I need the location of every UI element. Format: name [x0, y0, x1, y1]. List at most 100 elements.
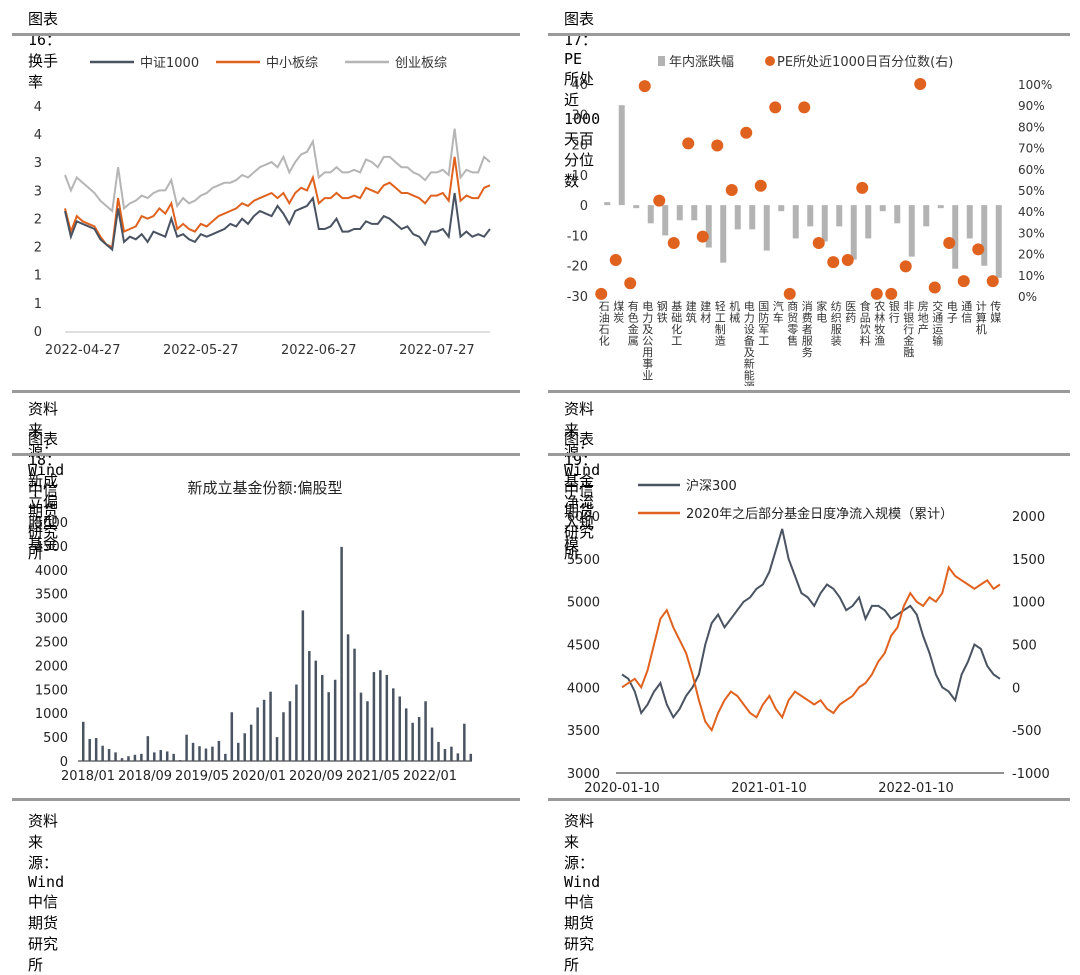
dot-轻工制造 — [711, 139, 724, 152]
bar — [159, 750, 163, 761]
y-right-tick: 40% — [1018, 205, 1045, 219]
pe-percentile-chart: 40 30 20 10 0 -10 -20 -30 100% 90% 80% 70% 60% 50% 40%… — [567, 54, 1053, 386]
bar-电子 — [952, 205, 959, 269]
y-left-tick: 3500 — [567, 724, 600, 739]
y-tick-label: 2000 — [35, 659, 68, 674]
x-tick-label: 2020/09 — [289, 769, 343, 784]
dot-煤炭 — [609, 253, 622, 266]
bar — [469, 753, 473, 761]
y-right-tick: 1500 — [1012, 553, 1045, 568]
bar — [249, 724, 253, 761]
y-tick-label: 4 — [34, 128, 42, 143]
x-category-label: 医药 — [845, 300, 856, 325]
bar-银行 — [894, 205, 901, 224]
x-category-label: 电子 — [947, 300, 958, 325]
x-category-label: 传媒 — [990, 300, 1001, 325]
x-tick-label: 2018/01 — [61, 769, 115, 784]
rule-top-16 — [12, 33, 520, 36]
bar-钢铁 — [662, 205, 669, 236]
y-tick-label: 4500 — [35, 540, 68, 555]
bar — [178, 760, 182, 761]
x-category-label: 家电 — [816, 299, 827, 325]
bar — [392, 688, 395, 761]
dot-国防军工 — [754, 179, 767, 192]
bar — [211, 746, 214, 761]
fund-inflow-chart: 3000 3500 4000 4500 5000 5500 6000 -1000 -500 0 50… — [567, 478, 1050, 796]
bar — [88, 739, 91, 761]
x-category-label: 商贸零售 — [787, 299, 798, 348]
x-category-label: 建筑 — [686, 299, 697, 325]
turnover-chart: 0 1 1 2 2 3 3 4 4 2022-04-27 2022-05-27 2022-06-27 2… — [34, 56, 491, 358]
x-category-label: 轻工制造 — [715, 299, 726, 348]
y-right-tick: 500 — [1012, 639, 1037, 654]
legend-label: 2020年之后部分基金日度净流入规模（累计） — [686, 506, 953, 522]
y-tick-label: 1000 — [35, 707, 68, 722]
bar — [94, 738, 98, 761]
bar-商贸零售 — [792, 205, 799, 239]
bar — [295, 684, 298, 761]
y-left-tick: -10 — [567, 229, 588, 244]
legend-label: 中证1000 — [140, 56, 199, 71]
dot-电力设备及新能源 — [740, 126, 753, 139]
y-right-tick: 80% — [1018, 120, 1045, 134]
dot-农林牧渔 — [870, 287, 883, 300]
x-category-label: 钢铁 — [657, 300, 668, 325]
bar — [327, 692, 330, 761]
y-right-tick: 0 — [1012, 681, 1020, 696]
x-tick-label: 2022/01 — [403, 769, 457, 784]
bar — [120, 758, 124, 761]
x-category-label: 电力设备及新能源 — [744, 300, 755, 386]
dot-汽车 — [769, 101, 782, 114]
bar — [133, 754, 137, 761]
x-category-label: 机械 — [729, 299, 740, 325]
x-category-label: 国防军工 — [758, 300, 769, 348]
bar — [82, 721, 85, 761]
x-tick-label: 2019/05 — [175, 769, 229, 784]
y-right-tick: 70% — [1018, 142, 1045, 156]
x-category-label: 石油石化 — [599, 300, 610, 348]
dot-电力及公用事业 — [638, 80, 651, 93]
x-category-label: 农林牧渔 — [874, 299, 885, 348]
dot-石油石化 — [595, 287, 608, 300]
rule-top-19 — [548, 453, 1070, 456]
x-tick-label: 2022-04-27 — [45, 343, 121, 358]
bar — [269, 691, 272, 761]
bar — [443, 749, 447, 761]
dot-计算机 — [972, 243, 985, 256]
bar — [411, 722, 414, 761]
bar — [320, 674, 324, 761]
x-tick-label: 2020-01-10 — [584, 781, 660, 796]
y-left-tick: -20 — [567, 260, 588, 275]
y-left-tick: 6000 — [567, 510, 600, 525]
rule-bottom-16 — [12, 390, 520, 393]
bar — [217, 740, 221, 761]
x-category-label: 交通运输 — [932, 299, 943, 348]
bar — [340, 546, 343, 761]
dot-传媒 — [986, 275, 999, 288]
x-tick-label: 2022-06-27 — [281, 343, 357, 358]
bar-汽车 — [778, 205, 785, 212]
bar — [107, 749, 111, 761]
bar — [146, 736, 150, 761]
dot-商贸零售 — [783, 287, 796, 300]
y-tick-label: 3 — [34, 184, 42, 199]
x-tick-label: 2021/05 — [346, 769, 400, 784]
bar-纺织服装 — [836, 205, 843, 227]
x-tick-label: 2021-01-10 — [731, 781, 807, 796]
dot-消费者服务 — [798, 101, 811, 114]
y-tick-label: 1 — [34, 269, 42, 284]
bar-基础化工 — [676, 205, 683, 221]
x-category-label: 消费者服务 — [802, 299, 813, 359]
bar — [372, 672, 376, 761]
bar — [191, 742, 195, 761]
dot-交通运输 — [928, 281, 941, 294]
bar — [256, 707, 259, 761]
bar-机械 — [734, 205, 741, 230]
dot-钢铁 — [653, 194, 666, 207]
bar-电力设备及新能源 — [749, 205, 756, 230]
x-tick-label: 2022-05-27 — [163, 343, 239, 358]
bar — [204, 748, 208, 761]
y-right-tick: 0% — [1018, 290, 1037, 304]
legend-label: 中小板综 — [266, 56, 318, 71]
dot-基础化工 — [667, 237, 680, 249]
